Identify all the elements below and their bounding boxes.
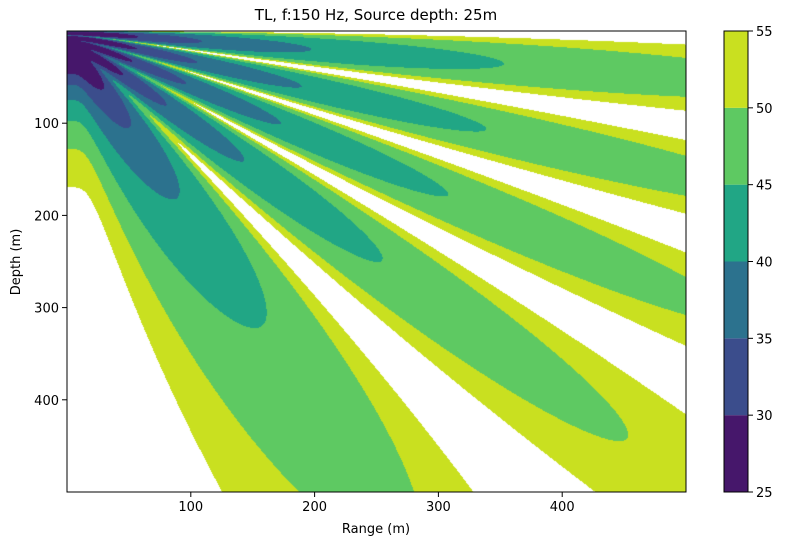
colorbar: 25 30 35 40 45 50 55 [723,25,773,501]
x-tick-label: 100 [178,500,203,515]
y-tick-label: 100 [34,117,59,132]
colorbar-tick-label: 55 [756,25,773,40]
colorbar-level [724,184,748,262]
colorbar-level [724,338,748,416]
contour-fill [67,31,686,492]
y-tick-label: 300 [34,302,59,317]
y-tick-label: 400 [34,394,59,409]
x-tick-label: 200 [302,500,327,515]
colorbar-level [724,107,748,185]
colorbar-tick-label: 40 [756,256,773,271]
colorbar-tick-label: 25 [756,486,773,501]
colorbar-level [724,31,748,108]
contour-plot-area [67,31,686,492]
colorbar-level [724,415,748,492]
colorbar-tick-label: 35 [756,332,773,347]
chart-title: TL, f:150 Hz, Source depth: 25m [254,6,497,24]
x-axis-title: Range (m) [342,522,410,537]
y-tick-label: 200 [34,209,59,224]
colorbar-tick-label: 30 [756,409,773,424]
x-tick-label: 300 [426,500,451,515]
colorbar-tick-label: 45 [756,179,773,194]
y-axis-title: Depth (m) [9,229,24,296]
axes: 100 200 300 400 100 200 300 400 [34,30,687,515]
x-tick-label: 400 [550,500,575,515]
colorbar-level [724,261,748,339]
plot-frame [66,30,687,493]
colorbar-tick-label: 50 [756,102,773,117]
